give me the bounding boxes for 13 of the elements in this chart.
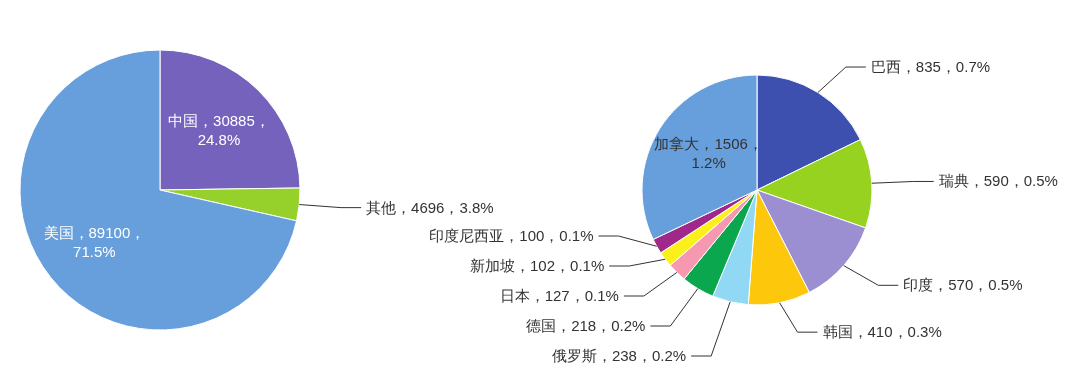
slice-label: 韩国，410，0.3% <box>822 323 942 341</box>
slice-label: 印度，570，0.5% <box>903 276 1023 294</box>
slice-label: 加拿大，1506，1.2% <box>654 135 763 172</box>
slice-label: 德国，218，0.2% <box>526 317 646 334</box>
slice-label: 其他，4696，3.8% <box>366 198 494 216</box>
slice-label: 日本，127，0.1% <box>499 287 619 304</box>
slice-label: 瑞典，590，0.5% <box>938 172 1058 190</box>
slice-label: 中国，30885，24.8% <box>168 112 270 149</box>
slice-label: 美国，89100，71.5% <box>43 224 146 261</box>
slice-label: 印度尼西亚，100，0.1% <box>429 227 594 244</box>
slice-label: 俄罗斯，238，0.2% <box>551 347 687 364</box>
slice-label: 新加坡，102，0.1% <box>470 257 605 274</box>
slice-label: 巴西，835，0.7% <box>870 58 991 76</box>
